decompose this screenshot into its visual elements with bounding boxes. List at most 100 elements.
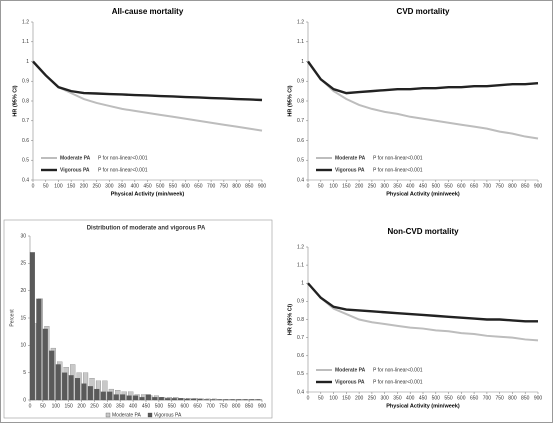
y-tick-label: 0.5 — [22, 158, 29, 164]
y-tick-label: 0.5 — [297, 158, 304, 164]
y-tick-label: 0.4 — [297, 177, 304, 183]
x-tick-label: 200 — [355, 395, 364, 401]
x-axis-label: Physical Activity (min/week) — [386, 191, 460, 197]
x-tick-label: 600 — [181, 183, 190, 189]
y-tick-label: 1.1 — [22, 39, 29, 45]
bar — [55, 364, 61, 401]
annotation: P for non-linear<0.001 — [98, 155, 148, 161]
y-tick-label: 1.1 — [297, 39, 304, 45]
bar — [197, 398, 203, 401]
bar — [81, 383, 87, 401]
legend-swatch — [147, 412, 153, 418]
annotation: P for non-linear<0.001 — [373, 367, 423, 373]
x-tick-label: 750 — [220, 183, 229, 189]
bar — [223, 399, 229, 401]
x-tick-label: 100 — [329, 395, 338, 401]
x-tick-label: 450 — [142, 403, 151, 409]
y-tick-label: 0.4 — [22, 177, 29, 183]
x-tick-label: 800 — [232, 403, 241, 409]
bar — [152, 397, 158, 401]
y-tick-label: 1.1 — [297, 262, 304, 268]
legend-label: Vigorous PA — [154, 412, 182, 418]
bar — [158, 397, 164, 401]
bar — [100, 391, 106, 401]
x-axis-label: Physical Activity (min/week) — [111, 191, 185, 197]
x-tick-label: 600 — [457, 183, 466, 189]
bar — [107, 391, 113, 401]
x-tick-label: 200 — [77, 403, 86, 409]
y-tick-label: 30 — [20, 233, 26, 239]
x-tick-label: 350 — [118, 183, 127, 189]
x-tick-label: 400 — [406, 183, 415, 189]
x-tick-label: 800 — [508, 395, 517, 401]
bar — [49, 350, 55, 401]
y-tick-label: 0.6 — [297, 138, 304, 144]
bar — [68, 375, 74, 401]
x-tick-label: 600 — [180, 403, 189, 409]
x-tick-label: 650 — [194, 183, 203, 189]
x-tick-label: 250 — [90, 403, 99, 409]
x-tick-label: 450 — [143, 183, 152, 189]
bar — [210, 399, 216, 401]
chart-title: CVD mortality — [397, 7, 450, 16]
bar — [171, 398, 177, 401]
bar — [113, 394, 119, 401]
x-tick-label: 500 — [432, 183, 441, 189]
bar — [62, 372, 68, 401]
x-tick-label: 50 — [40, 403, 46, 409]
x-tick-label: 0 — [29, 403, 32, 409]
y-tick-label: 0.6 — [22, 138, 29, 144]
x-tick-label: 150 — [67, 183, 76, 189]
bar — [242, 399, 248, 401]
bar — [42, 328, 48, 401]
y-tick-label: 1.2 — [297, 244, 304, 250]
annotation: P for non-linear<0.001 — [373, 379, 423, 385]
legend-label: Moderate PA — [335, 155, 366, 161]
x-tick-label: 850 — [521, 395, 530, 401]
y-tick-label: 25 — [20, 261, 26, 267]
x-tick-label: 500 — [432, 395, 441, 401]
y-tick-label: 0.9 — [297, 299, 304, 305]
bar — [36, 298, 42, 401]
bar — [249, 399, 255, 401]
x-tick-label: 450 — [419, 395, 428, 401]
x-tick-label: 50 — [318, 183, 324, 189]
x-tick-label: 500 — [155, 403, 164, 409]
y-tick-label: 1 — [301, 59, 304, 65]
x-tick-label: 700 — [483, 183, 492, 189]
x-tick-label: 0 — [307, 395, 310, 401]
x-tick-label: 900 — [258, 403, 267, 409]
annotation: P for non-linear<0.001 — [373, 155, 423, 161]
y-tick-label: 5 — [23, 370, 26, 376]
legend-label: Moderate PA — [335, 367, 366, 373]
y-tick-label: 0.8 — [22, 98, 29, 104]
x-tick-label: 650 — [193, 403, 202, 409]
x-tick-label: 650 — [470, 395, 479, 401]
x-tick-label: 800 — [508, 183, 517, 189]
bar — [203, 399, 209, 401]
y-tick-label: 0.7 — [297, 118, 304, 124]
bar — [120, 394, 126, 401]
legend-swatch — [105, 412, 111, 418]
x-tick-label: 300 — [380, 395, 389, 401]
y-axis-label: HR (95% CI) — [12, 85, 18, 116]
x-tick-label: 400 — [131, 183, 140, 189]
bar — [178, 398, 184, 401]
y-axis-label: Percent — [9, 309, 15, 327]
x-tick-label: 750 — [495, 395, 504, 401]
y-tick-label: 0 — [23, 397, 26, 403]
bar — [133, 395, 139, 401]
x-tick-label: 900 — [534, 183, 543, 189]
line — [307, 60, 539, 140]
x-tick-label: 700 — [483, 395, 492, 401]
x-tick-label: 150 — [342, 395, 351, 401]
x-tick-label: 550 — [169, 183, 178, 189]
x-tick-label: 250 — [368, 395, 377, 401]
x-tick-label: 650 — [470, 183, 479, 189]
x-tick-label: 900 — [534, 395, 543, 401]
chart-title: All-cause mortality — [112, 7, 184, 16]
bar — [255, 399, 261, 401]
bar — [145, 394, 151, 401]
annotation: P for non-linear<0.001 — [373, 167, 423, 173]
x-tick-label: 200 — [355, 183, 364, 189]
